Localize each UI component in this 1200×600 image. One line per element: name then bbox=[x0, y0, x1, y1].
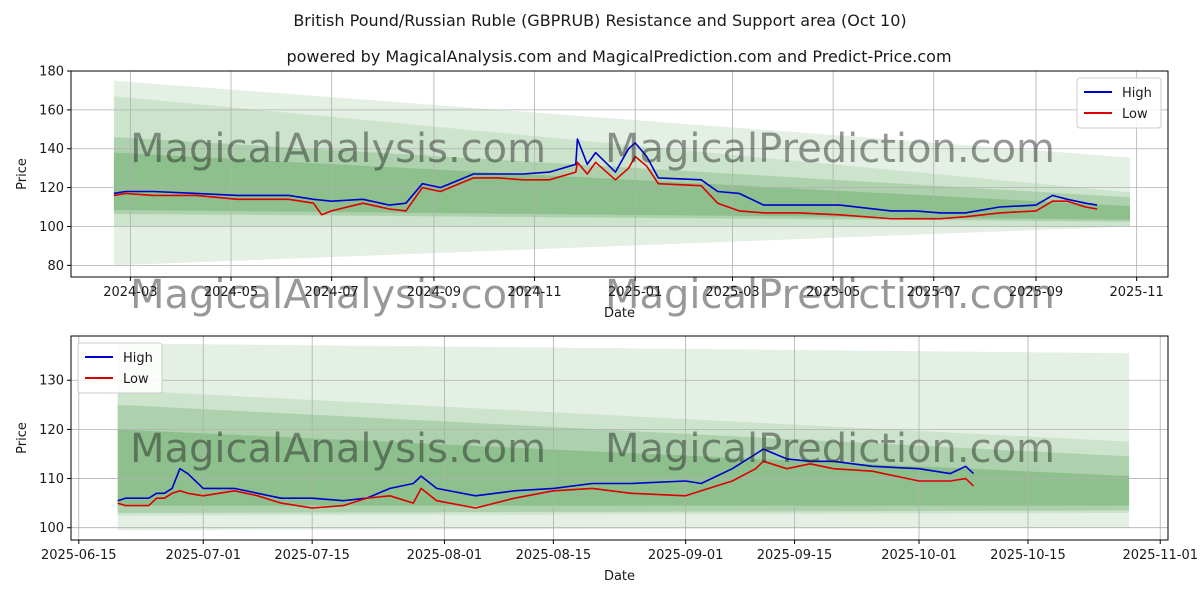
resistance-support-band bbox=[113, 152, 1131, 220]
x-axis-label: Date bbox=[604, 569, 635, 584]
x-tick-label: 2024-09 bbox=[407, 285, 461, 300]
x-tick-label: 2024-11 bbox=[507, 285, 561, 300]
y-tick-label: 120 bbox=[39, 181, 64, 196]
watermark-text: MagicalPrediction.com bbox=[605, 126, 1055, 172]
legend-box bbox=[1076, 77, 1162, 129]
watermark-text: MagicalAnalysis.com bbox=[130, 272, 546, 318]
x-tick-label: 2025-09-01 bbox=[648, 548, 724, 563]
watermark-text: MagicalPrediction.com bbox=[605, 272, 1055, 318]
band-group bbox=[113, 80, 1131, 266]
top-chart-panel: 2024-03 2024-05 2024-07 2024-09 2024-11 2025-… bbox=[15, 65, 1169, 321]
series-group bbox=[117, 448, 975, 509]
resistance-support-band bbox=[117, 343, 1130, 531]
x-tick-label: 2024-03 bbox=[103, 285, 157, 300]
y-tick-label: 130 bbox=[39, 374, 64, 389]
watermark-text: MagicalPrediction.com bbox=[605, 426, 1055, 472]
band-group bbox=[117, 343, 1130, 531]
legend-label-low: Low bbox=[123, 372, 149, 387]
y-tick-label: 80 bbox=[47, 259, 64, 274]
legend-label-low: Low bbox=[1122, 107, 1148, 122]
series-line-high bbox=[113, 138, 1098, 214]
watermark-text: MagicalAnalysis.com bbox=[130, 126, 546, 172]
series-line-low bbox=[117, 460, 975, 509]
legend-label-high: High bbox=[123, 351, 153, 366]
y-tick-label: 140 bbox=[39, 142, 64, 157]
y-tick-label: 160 bbox=[39, 103, 64, 118]
x-tick-label: 2025-08-15 bbox=[516, 548, 592, 563]
chart-subtitle: powered by MagicalAnalysis.com and Magic… bbox=[286, 47, 951, 66]
x-tick-label: 2025-06-15 bbox=[41, 548, 117, 563]
y-axis-label: Price bbox=[15, 158, 30, 190]
legend-label-high: High bbox=[1122, 86, 1152, 101]
watermark-text: MagicalAnalysis.com bbox=[130, 426, 546, 472]
x-tick-label: 2025-07-01 bbox=[165, 548, 241, 563]
series-line-low bbox=[113, 155, 1098, 220]
resistance-support-band bbox=[117, 404, 1130, 513]
y-tick-label: 120 bbox=[39, 423, 64, 438]
x-tick-label: 2025-10-15 bbox=[990, 548, 1066, 563]
y-tick-label: 100 bbox=[39, 521, 64, 536]
series-group bbox=[113, 138, 1098, 220]
resistance-support-band bbox=[117, 429, 1130, 506]
x-axis-label: Date bbox=[604, 306, 635, 321]
x-tick-label: 2025-07-15 bbox=[274, 548, 350, 563]
x-tick-label: 2024-05 bbox=[204, 285, 258, 300]
x-tick-label: 2025-11-01 bbox=[1122, 548, 1198, 563]
x-tick-label: 2025-09 bbox=[1009, 285, 1063, 300]
legend-box bbox=[77, 342, 163, 394]
y-tick-label: 100 bbox=[39, 220, 64, 235]
chart-title: British Pound/Russian Ruble (GBPRUB) Res… bbox=[293, 11, 906, 30]
bottom-chart-panel: 2025-06-15 2025-07-01 2025-07-15 2025-08-01… bbox=[15, 335, 1198, 584]
x-tick-label: 2025-07 bbox=[907, 285, 961, 300]
x-tick-label: 2024-07 bbox=[304, 285, 358, 300]
legend: High Low bbox=[1076, 77, 1162, 129]
axes-frame bbox=[70, 70, 1169, 278]
x-tick-label: 2025-08-01 bbox=[407, 548, 483, 563]
x-tick-label: 2025-05 bbox=[806, 285, 860, 300]
resistance-support-band bbox=[117, 390, 1130, 516]
y-tick-label: 110 bbox=[39, 472, 64, 487]
x-tick-label: 2025-03 bbox=[705, 285, 759, 300]
legend: High Low bbox=[77, 342, 163, 394]
x-tick-label: 2025-11 bbox=[1109, 285, 1163, 300]
series-line-high bbox=[117, 448, 975, 502]
x-tick-label: 2025-09-15 bbox=[757, 548, 833, 563]
x-tick-label: 2025-01 bbox=[608, 285, 662, 300]
x-tick-label: 2025-10-01 bbox=[881, 548, 957, 563]
y-tick-label: 180 bbox=[39, 65, 64, 80]
y-axis-label: Price bbox=[15, 422, 30, 454]
axes-frame bbox=[70, 335, 1169, 541]
